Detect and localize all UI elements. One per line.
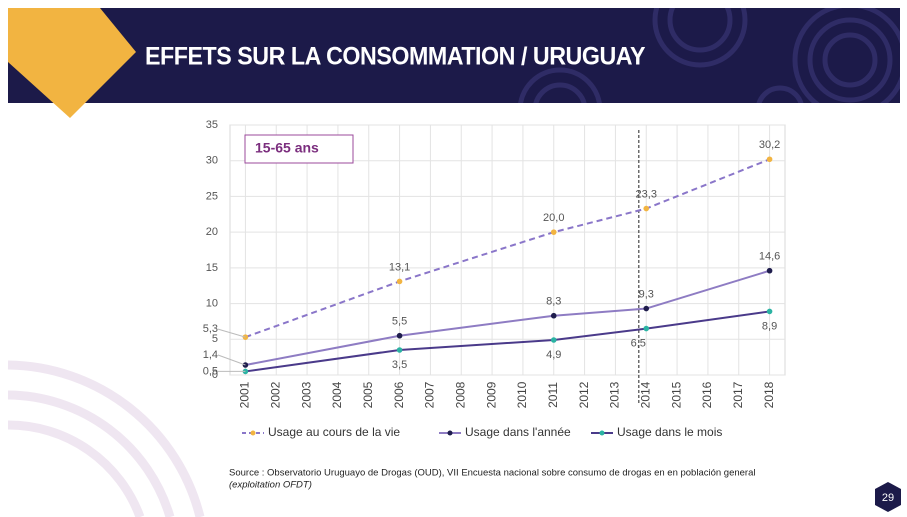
- value-label: 4,9: [546, 349, 561, 361]
- annotation: 15-65 ans: [255, 140, 319, 156]
- y-tick-label: 10: [206, 297, 218, 309]
- x-tick-label: 2005: [361, 381, 375, 408]
- x-tick-label: 2015: [669, 381, 683, 408]
- data-point: [767, 309, 773, 315]
- data-point: [643, 306, 649, 312]
- series-line: [245, 271, 769, 365]
- legend-marker: [448, 431, 453, 436]
- data-point: [397, 347, 403, 353]
- y-tick-label: 15: [206, 262, 218, 274]
- x-tick-label: 2010: [515, 381, 529, 408]
- slide-title: EFFETS SUR LA CONSOMMATION / URUGUAY: [145, 43, 646, 71]
- value-label: 3,5: [392, 359, 407, 371]
- value-label: 6,5: [631, 337, 646, 349]
- value-label: 20,0: [543, 212, 564, 224]
- value-label: 0,5: [203, 365, 218, 377]
- page-number: 29: [882, 492, 894, 504]
- x-tick-label: 2012: [577, 381, 591, 408]
- value-label: 5,3: [203, 323, 218, 335]
- source-note: (exploitation OFDT): [229, 480, 312, 491]
- legend-label: Usage dans l'année: [465, 425, 571, 439]
- legend-marker: [600, 431, 605, 436]
- x-tick-label: 2008: [453, 381, 467, 408]
- data-point: [643, 206, 649, 212]
- x-tick-label: 2009: [484, 381, 498, 408]
- data-point: [243, 334, 249, 340]
- data-point: [397, 333, 403, 339]
- y-tick-label: 20: [206, 226, 218, 238]
- slide: EFFETS SUR LA CONSOMMATION / URUGUAY 051…: [0, 0, 907, 517]
- value-label: 1,4: [203, 349, 218, 361]
- data-point: [767, 156, 773, 162]
- y-tick-label: 35: [206, 119, 218, 131]
- corner-decor: [8, 365, 200, 517]
- x-tick-label: 2016: [700, 381, 714, 408]
- data-point: [551, 313, 557, 319]
- value-label: 30,2: [759, 139, 780, 151]
- x-tick-label: 2017: [731, 381, 745, 408]
- x-tick-label: 2002: [268, 381, 282, 408]
- value-label: 9,3: [639, 288, 654, 300]
- value-label: 23,3: [636, 188, 657, 200]
- x-tick-label: 2001: [238, 381, 252, 408]
- x-tick-label: 2003: [299, 381, 313, 408]
- x-tick-label: 2006: [392, 381, 406, 408]
- x-tick-label: 2014: [638, 381, 652, 408]
- value-label: 14,6: [759, 251, 780, 263]
- x-tick-label: 2018: [762, 381, 776, 408]
- x-tick-label: 2007: [423, 381, 437, 408]
- legend-marker: [251, 431, 256, 436]
- legend-label: Usage au cours de la vie: [268, 425, 400, 439]
- y-tick-label: 25: [206, 190, 218, 202]
- x-tick-label: 2004: [330, 381, 344, 408]
- value-label: 8,9: [762, 320, 777, 332]
- value-label: 13,1: [389, 261, 410, 273]
- leader-line: [218, 329, 245, 337]
- leader-line: [218, 355, 245, 365]
- data-point: [551, 337, 557, 343]
- value-label: 8,3: [546, 296, 561, 308]
- page: {"header": {"title": "EFFETS SUR LA CONS…: [0, 0, 907, 517]
- data-point: [397, 279, 403, 285]
- data-point: [767, 268, 773, 274]
- y-tick-label: 30: [206, 155, 218, 167]
- data-point: [551, 229, 557, 235]
- series-line: [245, 159, 769, 337]
- x-tick-label: 2013: [608, 381, 622, 408]
- legend-label: Usage dans le mois: [617, 425, 722, 439]
- source: Source : Observatorio Uruguayo de Drogas…: [229, 468, 756, 479]
- series-line: [245, 311, 769, 371]
- value-label: 5,5: [392, 316, 407, 328]
- x-tick-label: 2011: [546, 382, 560, 408]
- data-point: [643, 326, 649, 332]
- body: EFFETS SUR LA CONSOMMATION / URUGUAY 051…: [0, 0, 907, 517]
